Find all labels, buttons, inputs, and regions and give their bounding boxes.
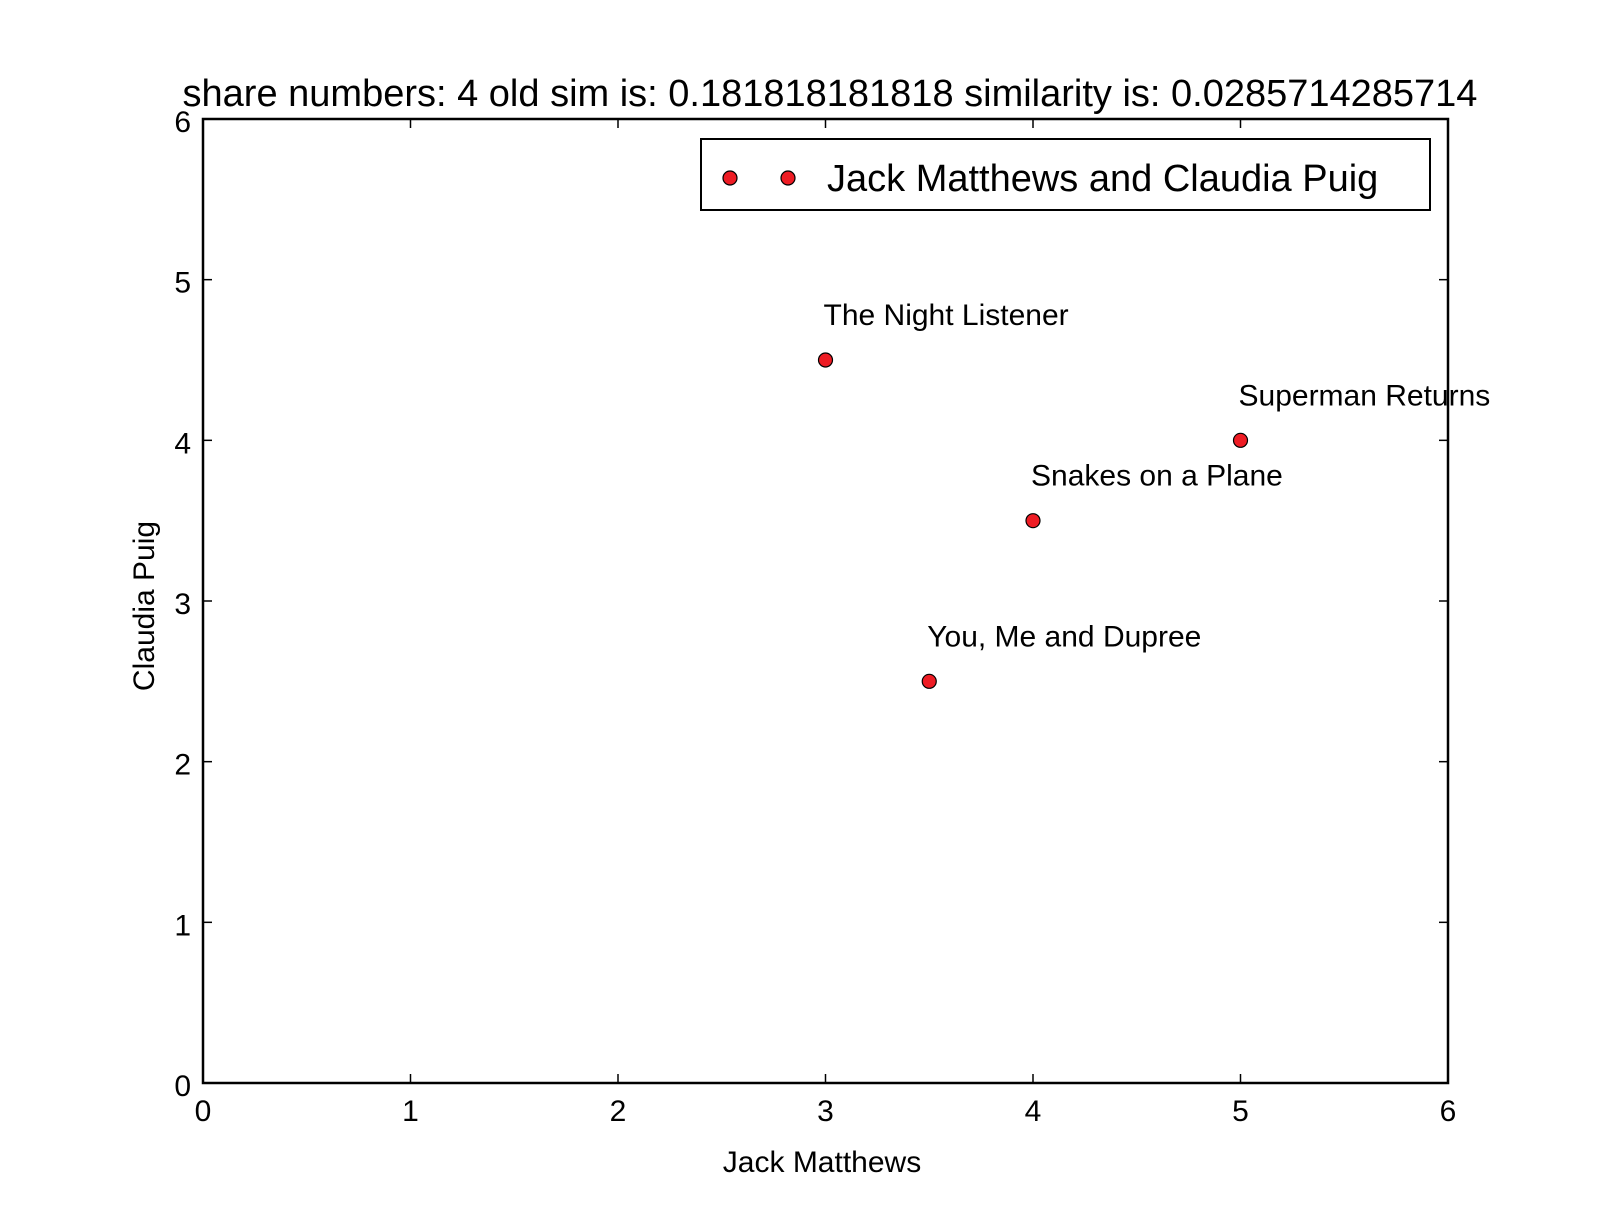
point-label: Superman Returns bbox=[1239, 379, 1491, 412]
plot-area: 0 1 2 3 4 5 6 0 1 2 3 4 5 6 The Night Listener Superman… bbox=[174, 106, 1490, 1128]
point-label: You, Me and Dupree bbox=[927, 620, 1201, 653]
x-tick-label: 1 bbox=[402, 1095, 419, 1128]
y-tick-label: 1 bbox=[174, 909, 191, 942]
data-point bbox=[1232, 432, 1249, 448]
legend-marker bbox=[780, 170, 796, 186]
point-label: Snakes on a Plane bbox=[1031, 460, 1283, 493]
x-axis-label: Jack Matthews bbox=[723, 1146, 921, 1179]
legend-box bbox=[700, 138, 1431, 211]
point-label: The Night Listener bbox=[824, 299, 1069, 332]
data-point bbox=[921, 673, 937, 689]
x-tick-label: 0 bbox=[195, 1095, 212, 1128]
y-tick-label: 4 bbox=[174, 427, 191, 460]
x-tick-label: 4 bbox=[1025, 1095, 1042, 1128]
x-tick-label: 2 bbox=[610, 1095, 627, 1128]
x-tick-label: 6 bbox=[1440, 1095, 1457, 1128]
y-tick-label: 0 bbox=[174, 1070, 191, 1103]
y-axis-label: Claudia Puig bbox=[128, 521, 161, 691]
legend: Jack Matthews and Claudia Puig bbox=[700, 138, 1431, 211]
y-tick-label: 3 bbox=[174, 588, 191, 621]
data-point bbox=[817, 352, 834, 368]
legend-marker bbox=[722, 170, 738, 186]
legend-entry-label: Jack Matthews and Claudia Puig bbox=[827, 158, 1378, 200]
data-point bbox=[1025, 513, 1041, 529]
chart-title: share numbers: 4 old sim is: 0.181818181… bbox=[183, 73, 1478, 115]
y-tick-label: 5 bbox=[174, 267, 191, 300]
y-tick-label: 6 bbox=[174, 106, 191, 139]
axes-frame bbox=[201, 117, 1450, 1085]
x-tick-label: 5 bbox=[1232, 1095, 1249, 1128]
y-tick-label: 2 bbox=[174, 749, 191, 782]
x-tick-label: 3 bbox=[817, 1095, 834, 1128]
